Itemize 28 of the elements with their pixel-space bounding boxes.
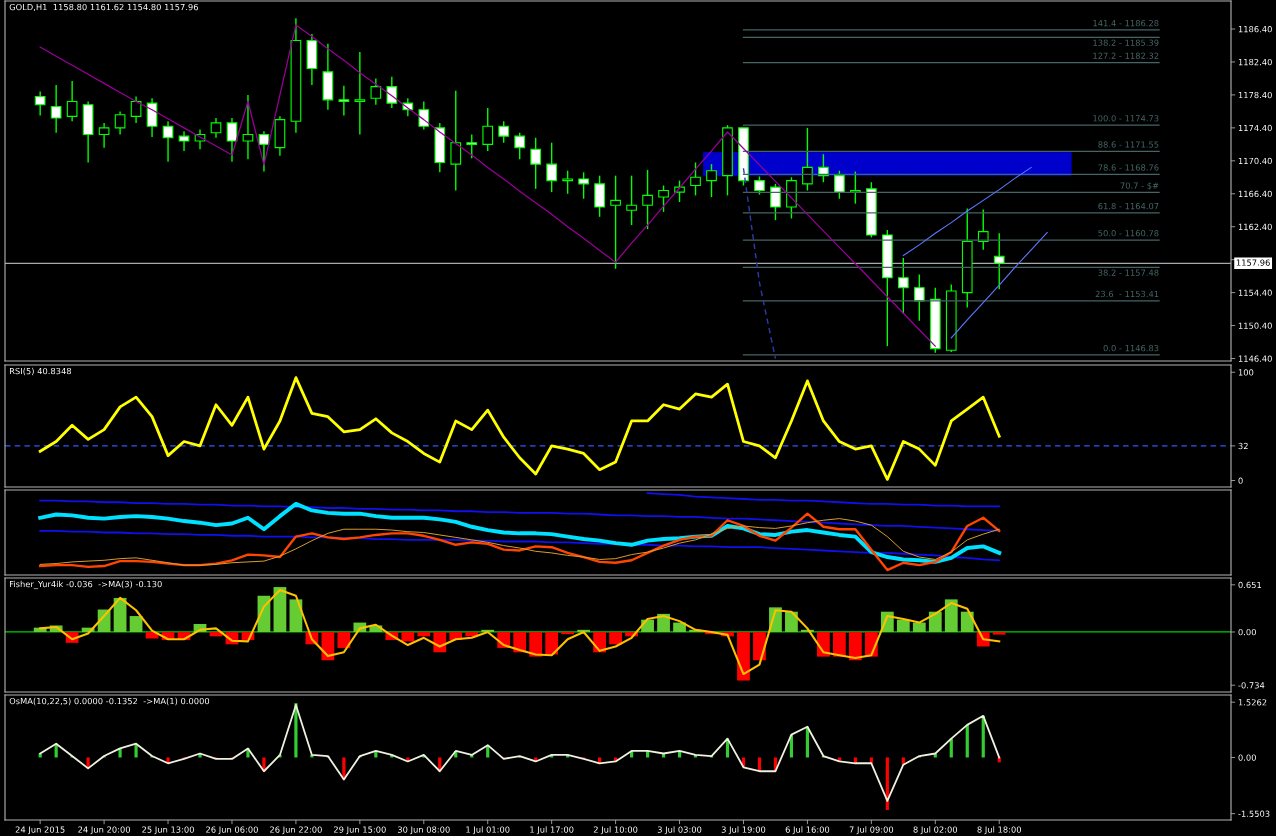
x-tick-label: 6 Jul 16:00 [785,826,830,835]
y-tick-label: -0.734 [1238,682,1265,689]
x-tick-label: 7 Jul 09:00 [849,826,894,835]
y-tick-label: 0.651 [1238,581,1262,589]
x-tick-label: 24 Jun 2015 [15,826,65,835]
x-tick-label: 1 Jul 01:00 [466,826,510,835]
chart-title: Fisher_Yur4ik -0.036 ->MA(3) -0.130 [9,580,162,590]
x-tick-label: 29 Jun 15:00 [333,826,386,835]
x-tick-label: 3 Jul 03:00 [657,826,702,835]
y-tick-label: 0 [1238,477,1243,484]
x-tick-label: 26 Jun 22:00 [270,826,322,835]
chart-title: RSI(5) 40.8348 [9,367,72,376]
y-tick-label: -1.5503 [1238,810,1270,817]
y-tick-label: 0.00 [1238,754,1256,761]
y-tick-label: 0.00 [1238,628,1256,636]
x-tick-label: 1 Jul 17:00 [530,826,574,835]
x-tick-label: 24 Jun 20:00 [78,826,131,835]
x-tick-label: 25 Jun 13:00 [142,826,194,835]
x-tick-label: 26 Jun 06:00 [206,826,258,835]
x-tick-label: 8 Jul 18:00 [977,826,1022,835]
y-tick-label: 32 [1238,442,1248,450]
x-tick-label: 8 Jul 02:00 [913,826,958,835]
x-tick-label: 2 Jul 10:00 [593,826,638,835]
y-tick-label: 100 [1238,369,1254,376]
y-tick-label: 1.5262 [1238,699,1267,706]
x-tick-label: 30 Jun 08:00 [397,826,450,835]
x-tick-label: 3 Jul 19:00 [721,826,766,835]
chart-title: OsMA(10,22,5) 0.0000 -0.1352 ->MA(1) 0.0000 [9,697,210,706]
